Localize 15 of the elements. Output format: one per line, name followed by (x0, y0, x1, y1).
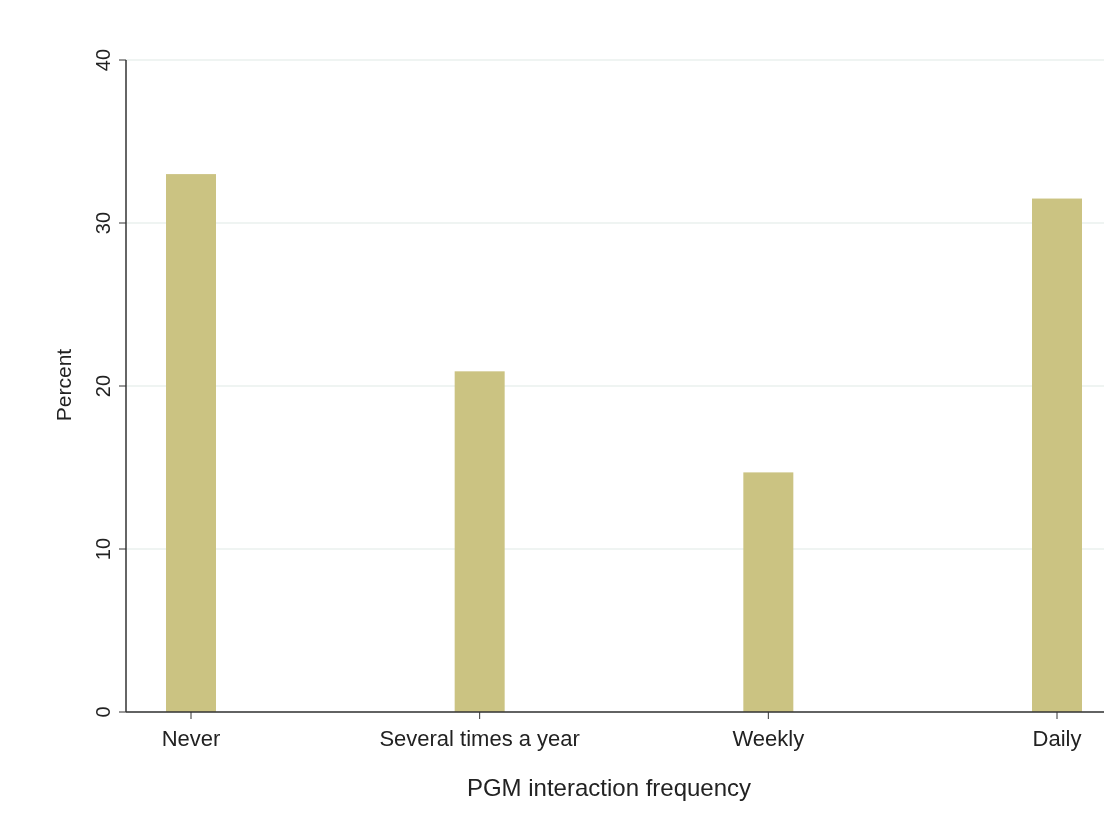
bar (166, 174, 216, 712)
x-tick-label: Weekly (732, 726, 805, 751)
x-tick-label: Never (161, 726, 221, 751)
bar (1032, 198, 1082, 712)
y-tick-label: 0 (92, 706, 114, 718)
bar (743, 472, 794, 712)
x-tick-label: Daily (1032, 726, 1082, 751)
y-tick-label: 30 (92, 211, 114, 235)
y-tick-label: 20 (92, 374, 114, 398)
x-tick-label: Several times a year (379, 726, 580, 751)
bar (454, 371, 505, 712)
y-tick-label: 10 (92, 537, 114, 561)
x-axis-title: PGM interaction frequency (466, 774, 752, 801)
y-tick-label: 40 (92, 48, 114, 72)
y-axis-title: Percent (52, 348, 75, 422)
